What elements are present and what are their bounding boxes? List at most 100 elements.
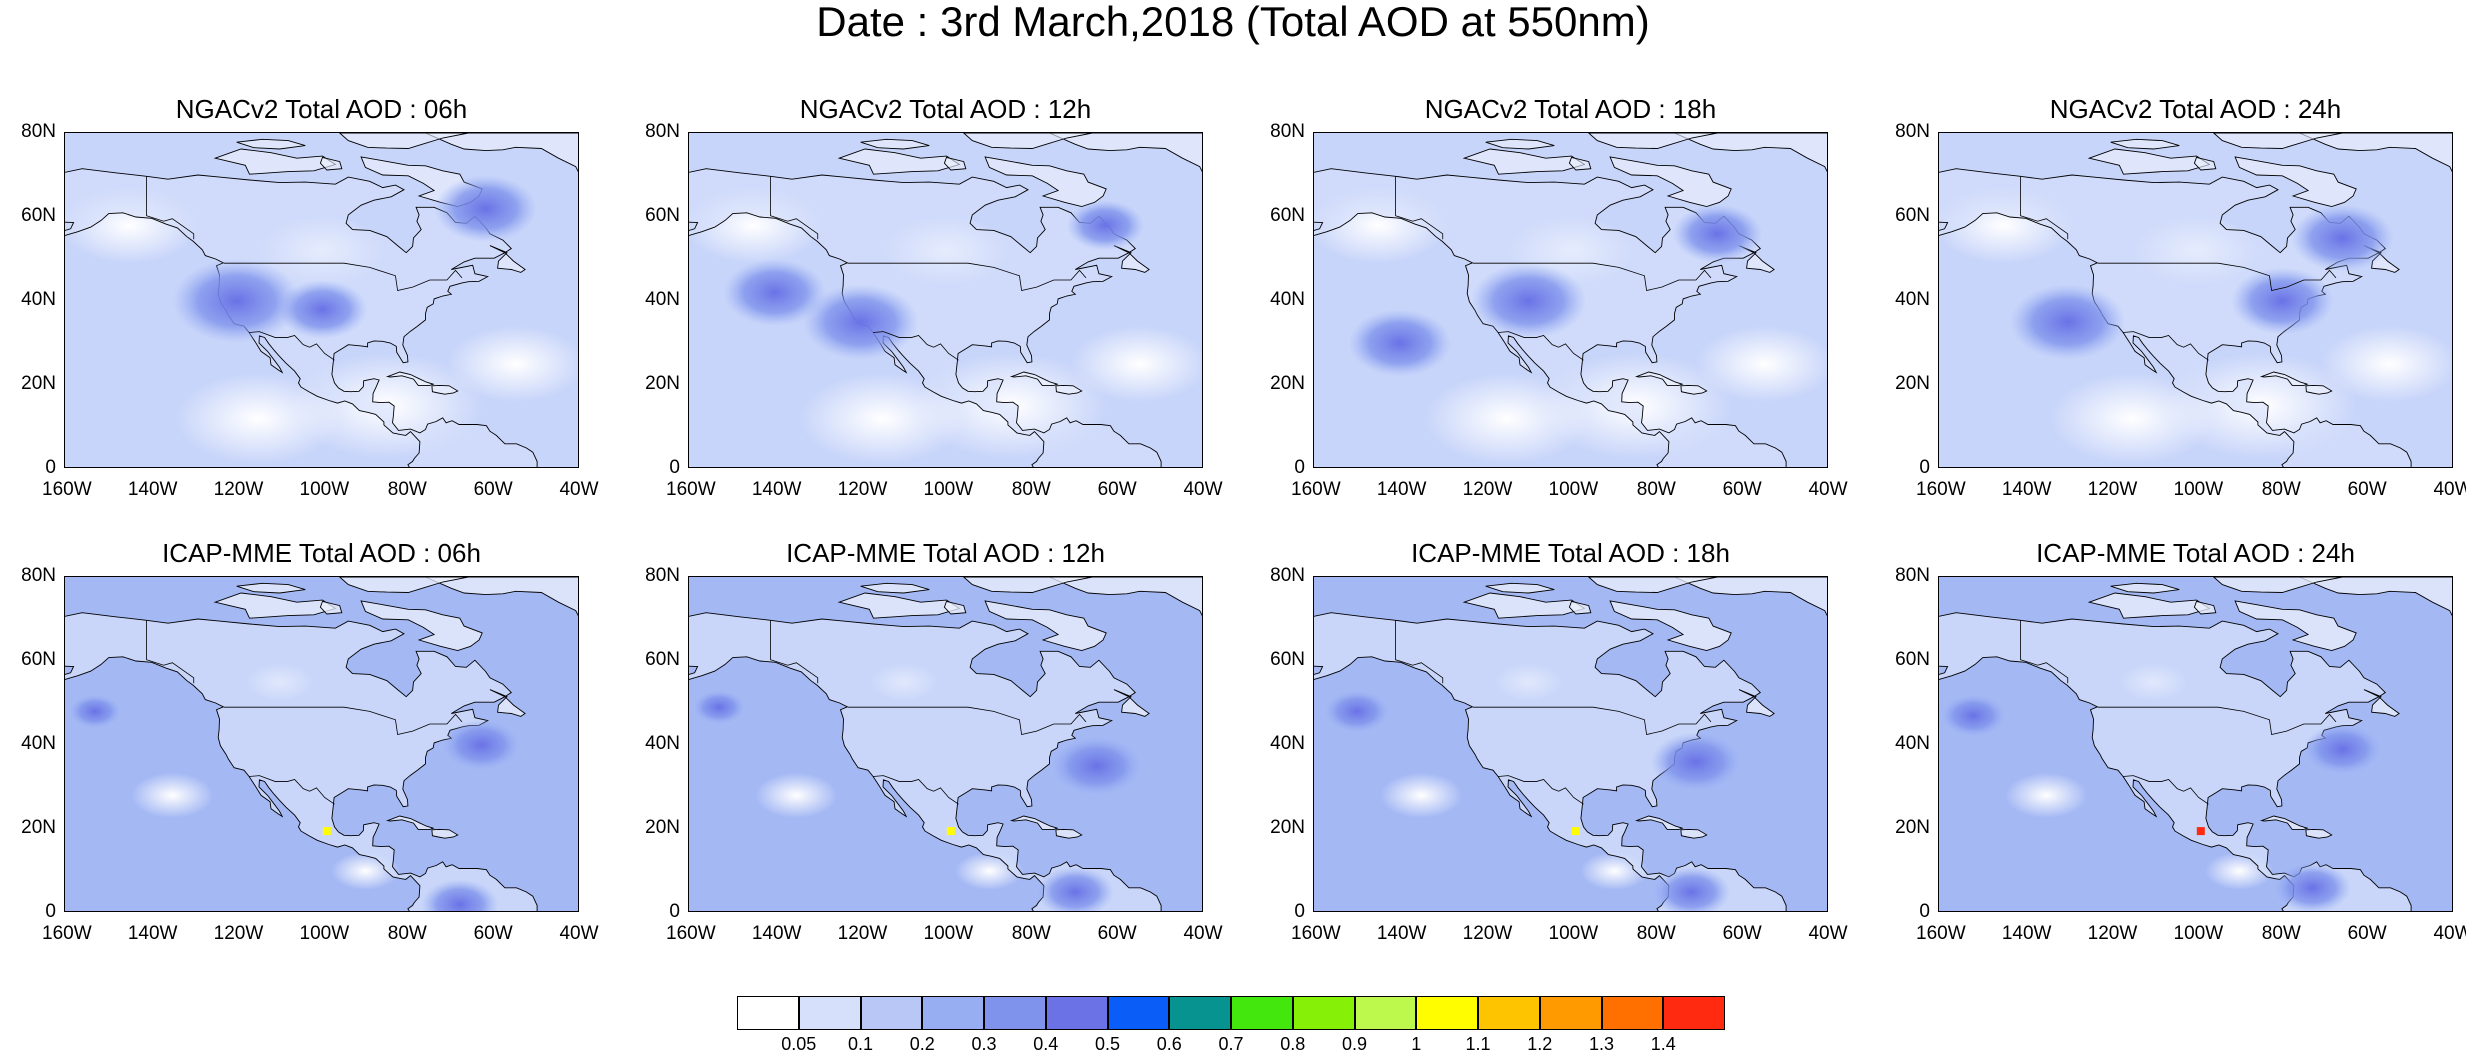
lat-tick-label: 40N bbox=[1270, 289, 1305, 310]
lon-tick-label: 40W bbox=[1808, 923, 1848, 944]
lat-tick-label: 80N bbox=[1270, 121, 1305, 142]
panel-title: NGACv2 Total AOD : 18h bbox=[1424, 94, 1717, 124]
lat-tick-label: 40N bbox=[1895, 289, 1930, 310]
coastline bbox=[236, 138, 306, 150]
lon-tick-label: 140W bbox=[751, 923, 802, 944]
panel-title: ICAP-MME Total AOD : 06h bbox=[162, 538, 481, 568]
colorbar-swatch bbox=[922, 996, 984, 1030]
coastline bbox=[2259, 815, 2309, 830]
colorbar-swatch bbox=[984, 996, 1046, 1030]
colorbar-swatch bbox=[1107, 996, 1170, 1030]
coastline bbox=[2110, 138, 2180, 150]
aod-plume bbox=[1941, 694, 2006, 737]
colorbar-swatch bbox=[1045, 996, 1108, 1030]
map-panel-ngac-12 bbox=[688, 132, 1203, 468]
aod-plume bbox=[2290, 204, 2394, 272]
coastline bbox=[2305, 828, 2333, 839]
us-canada-border bbox=[1472, 706, 1712, 735]
coastline bbox=[385, 371, 435, 386]
lon-tick-label: 40W bbox=[559, 923, 599, 944]
aod-plume bbox=[802, 284, 919, 360]
aod-map-icap-24 bbox=[1939, 577, 2452, 911]
coastline bbox=[1009, 815, 1059, 830]
lon-tick-label: 160W bbox=[42, 479, 92, 500]
aod-plume bbox=[2273, 862, 2351, 911]
lon-tick-label: 80W bbox=[1011, 923, 1051, 944]
lon-tick-label: 80W bbox=[2261, 923, 2301, 944]
lon-tick-label: 140W bbox=[751, 479, 802, 500]
clean-air-patch bbox=[1070, 326, 1202, 402]
lat-tick-label: 0 bbox=[45, 901, 56, 922]
colorbar-label: 0.4 bbox=[1033, 1034, 1059, 1054]
coastline bbox=[65, 612, 538, 911]
map-panel-ngac-06 bbox=[64, 132, 579, 468]
lat-tick-label: 40N bbox=[21, 733, 56, 754]
lon-tick-label: 160W bbox=[1291, 923, 1341, 944]
coastline bbox=[1634, 371, 1684, 386]
lat-tick-label: 20N bbox=[21, 373, 56, 394]
coastline bbox=[2193, 156, 2217, 171]
alaska-border bbox=[1395, 620, 1444, 684]
coastline bbox=[1738, 245, 1775, 273]
coastline bbox=[489, 245, 526, 273]
lon-tick-label: 120W bbox=[213, 479, 264, 500]
lon-tick-label: 120W bbox=[837, 479, 888, 500]
alaska-border bbox=[146, 620, 195, 684]
coastline bbox=[1609, 600, 1732, 651]
coastline bbox=[1485, 138, 1555, 150]
colorbar-label: 0.3 bbox=[971, 1034, 997, 1054]
coastline bbox=[2299, 133, 2452, 173]
lat-tick-label: 40N bbox=[1270, 733, 1305, 754]
lon-tick-label: 60W bbox=[1097, 479, 1137, 500]
lat-tick-label: 80N bbox=[21, 565, 56, 586]
lat-tick-label: 80N bbox=[21, 121, 56, 142]
coastline bbox=[339, 577, 469, 593]
lat-tick-label: 0 bbox=[1919, 457, 1930, 478]
colorbar-swatch bbox=[1292, 996, 1355, 1030]
lat-tick-label: 20N bbox=[645, 373, 680, 394]
colorbar-swatch bbox=[1478, 996, 1540, 1030]
us-mexico-border bbox=[249, 331, 335, 361]
high-aod-point bbox=[1571, 827, 1580, 836]
lon-tick-label: 40W bbox=[1808, 479, 1848, 500]
colorbar-label: 1.1 bbox=[1465, 1034, 1491, 1054]
lat-tick-label: 20N bbox=[21, 817, 56, 838]
lon-tick-label: 40W bbox=[1183, 923, 1223, 944]
coastline bbox=[1049, 133, 1202, 173]
coastline bbox=[1009, 371, 1059, 386]
coastline bbox=[431, 828, 459, 839]
aod-plume bbox=[2303, 724, 2382, 775]
figure-title: Date : 3rd March,2018 (Total AOD at 550n… bbox=[816, 0, 1650, 45]
lat-tick-label: 80N bbox=[645, 121, 680, 142]
clean-air-patch bbox=[755, 772, 838, 819]
lon-tick-label: 40W bbox=[2433, 923, 2466, 944]
lat-tick-label: 0 bbox=[669, 901, 680, 922]
us-canada-border bbox=[847, 706, 1087, 735]
coastline bbox=[1055, 828, 1083, 839]
lon-tick-label: 60W bbox=[2347, 479, 2387, 500]
aod-plume bbox=[172, 259, 302, 343]
lat-tick-label: 40N bbox=[645, 733, 680, 754]
colorbar-swatch bbox=[1539, 996, 1602, 1030]
aod-plume bbox=[69, 694, 121, 729]
lat-tick-label: 60N bbox=[1270, 205, 1305, 226]
aod-plume bbox=[434, 175, 538, 243]
aod-plume bbox=[277, 280, 368, 339]
lon-tick-label: 140W bbox=[1376, 923, 1427, 944]
us-mexico-border bbox=[2123, 775, 2209, 805]
colorbar-label: 1.4 bbox=[1650, 1034, 1676, 1054]
alaska-border bbox=[770, 620, 819, 684]
lat-tick-label: 0 bbox=[1294, 901, 1305, 922]
lon-tick-label: 80W bbox=[2261, 479, 2301, 500]
lon-tick-label: 120W bbox=[2087, 923, 2138, 944]
lat-tick-label: 20N bbox=[1895, 817, 1930, 838]
aod-plume bbox=[442, 719, 520, 771]
coastline bbox=[1674, 133, 1827, 173]
lon-tick-label: 100W bbox=[1548, 923, 1599, 944]
coastline bbox=[2259, 371, 2309, 386]
lon-tick-label: 80W bbox=[387, 479, 427, 500]
colorbar-swatch bbox=[1354, 996, 1417, 1030]
lon-tick-label: 80W bbox=[1636, 923, 1676, 944]
us-canada-border bbox=[1472, 262, 1712, 291]
colorbar-label: 0.9 bbox=[1341, 1034, 1368, 1054]
